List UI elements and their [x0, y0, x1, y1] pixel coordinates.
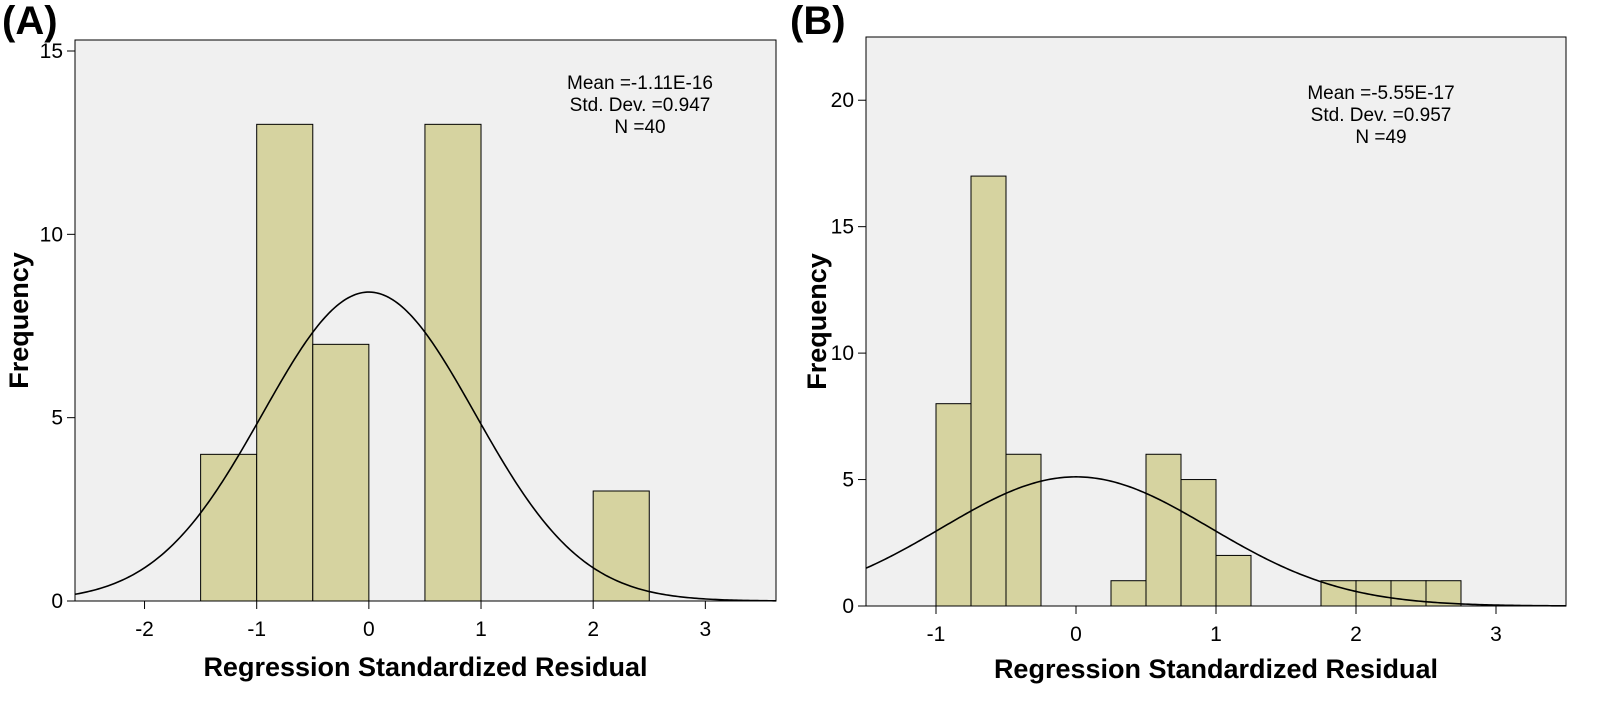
x-tick-label: -1 — [927, 623, 946, 646]
x-tick-label: 1 — [475, 618, 487, 641]
panel-label: (A) — [2, 0, 58, 43]
x-tick-label: 0 — [1070, 623, 1082, 646]
stats-annotation: Std. Dev. =0.947 — [570, 95, 711, 116]
histogram-bar — [200, 453, 258, 602]
x-tick-label: 0 — [363, 618, 375, 641]
histogram-bar — [424, 123, 482, 602]
x-axis-title: Regression Standardized Residual — [203, 652, 647, 682]
y-tick-label: 0 — [842, 595, 854, 618]
y-tick-label: 5 — [842, 469, 854, 492]
y-axis-title: Frequency — [802, 253, 832, 390]
stats-annotation: N =40 — [614, 117, 665, 138]
x-axis-title: Regression Standardized Residual — [994, 654, 1438, 684]
stats-annotation: Mean =-5.55E-17 — [1307, 83, 1454, 104]
y-tick-label: 15 — [40, 40, 63, 63]
y-tick-label: 10 — [40, 223, 63, 246]
y-tick-label: 5 — [51, 407, 63, 430]
histogram-bar — [1145, 453, 1182, 607]
histogram-panel-a: (A) -2 -1 0 1 2 3 0 5 10 15 Regression Standardized… — [2, 0, 777, 682]
y-tick-label: 20 — [831, 89, 854, 112]
y-tick-label: 0 — [51, 590, 63, 613]
x-tick-label: 3 — [1490, 623, 1502, 646]
x-tick-label: 3 — [699, 618, 711, 641]
stats-annotation: Mean =-1.11E-16 — [567, 73, 713, 94]
histogram-bar — [1320, 580, 1357, 607]
x-tick-label: -1 — [247, 618, 266, 641]
histogram-bar — [1215, 554, 1252, 607]
panel-label: (B) — [790, 0, 846, 43]
normal-curve — [74, 291, 777, 602]
histogram-bar — [1390, 580, 1427, 607]
histogram-bar — [1110, 580, 1147, 607]
histogram-bar — [970, 175, 1007, 607]
histogram-panel-b: (B) -1 0 1 2 3 0 5 10 15 20 Regression Standardized… — [790, 0, 1567, 684]
histogram-bar — [256, 123, 314, 602]
stats-annotation: Std. Dev. =0.957 — [1311, 105, 1452, 126]
normal-curve — [865, 476, 1567, 607]
histogram-bar — [312, 343, 370, 602]
stats-annotation: N =49 — [1355, 127, 1406, 148]
y-tick-label: 15 — [831, 216, 854, 239]
histogram-bar — [1180, 479, 1217, 607]
histogram-bar — [935, 403, 972, 607]
x-tick-label: 2 — [587, 618, 599, 641]
histogram-bar — [592, 490, 650, 602]
histogram-bar — [1005, 453, 1042, 607]
y-axis-title: Frequency — [4, 252, 34, 389]
x-tick-label: -2 — [135, 618, 154, 641]
y-tick-label: 10 — [831, 342, 854, 365]
x-tick-label: 2 — [1350, 623, 1362, 646]
x-tick-label: 1 — [1210, 623, 1222, 646]
